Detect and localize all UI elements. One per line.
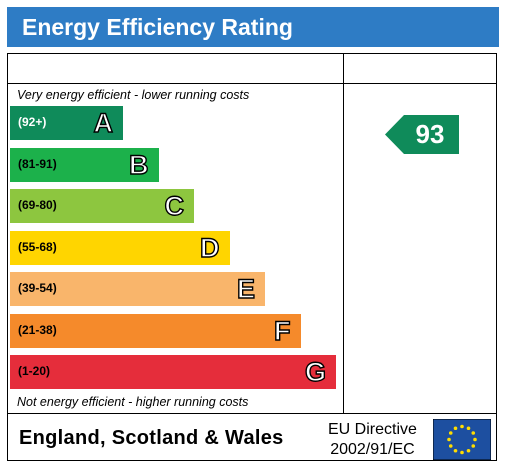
band-f: (21-38) F [10,313,301,348]
band-b: (81-91) B [10,147,159,182]
header-divider [8,83,496,84]
flag-star [460,450,464,455]
band-letter: B [128,149,149,180]
flag-star [471,431,476,435]
band-a: (92+) A [10,106,123,140]
band-range-label: (21-38) [18,322,57,337]
flag-star [471,444,476,448]
flag-star [447,437,451,442]
band-letter: A [93,107,114,138]
flag-star [448,431,453,435]
flag-star [466,426,471,431]
current-rating-indicator: 93 [385,115,459,154]
country-label: England, Scotland & Wales [19,427,284,449]
flag-star [453,426,458,431]
band-letter: F [273,315,291,346]
band-letter: E [236,273,255,304]
band-letter: D [199,232,220,263]
band-e: (39-54) E [10,272,265,306]
flag-star [453,448,458,453]
band-range-label: (69-80) [18,198,57,212]
page-title: Energy Efficiency Rating [22,14,293,40]
flag-star [448,444,453,448]
eu-directive: EU Directive 2002/91/EC [328,420,417,460]
band-g: (1-20) G [10,355,336,389]
flag-star [473,437,477,442]
column-divider [343,54,344,413]
band-range-label: (81-91) [18,156,57,171]
band-letter: G [304,356,326,387]
band-d: (55-68) D [10,230,230,265]
footer-divider [8,413,496,414]
directive-line1: EU Directive [328,421,417,438]
directive-line2: 2002/91/EC [330,441,415,458]
band-range-label: (92+) [18,115,47,129]
title-bar: Energy Efficiency Rating [7,7,499,47]
current-rating-value: 93 [415,119,445,149]
bottom-caption: Not energy efficient - higher running co… [17,395,249,409]
band-range-label: (55-68) [18,239,57,254]
band-c: (69-80) C [10,189,194,223]
rating-frame: Very energy efficient - lower running co… [7,53,497,461]
flag-star [460,424,464,429]
band-range-label: (39-54) [18,281,57,295]
top-caption: Very energy efficient - lower running co… [17,88,250,102]
flag-star [466,448,471,453]
eu-flag-icon [432,418,492,461]
band-range-label: (1-20) [18,364,51,378]
band-letter: C [164,190,185,221]
